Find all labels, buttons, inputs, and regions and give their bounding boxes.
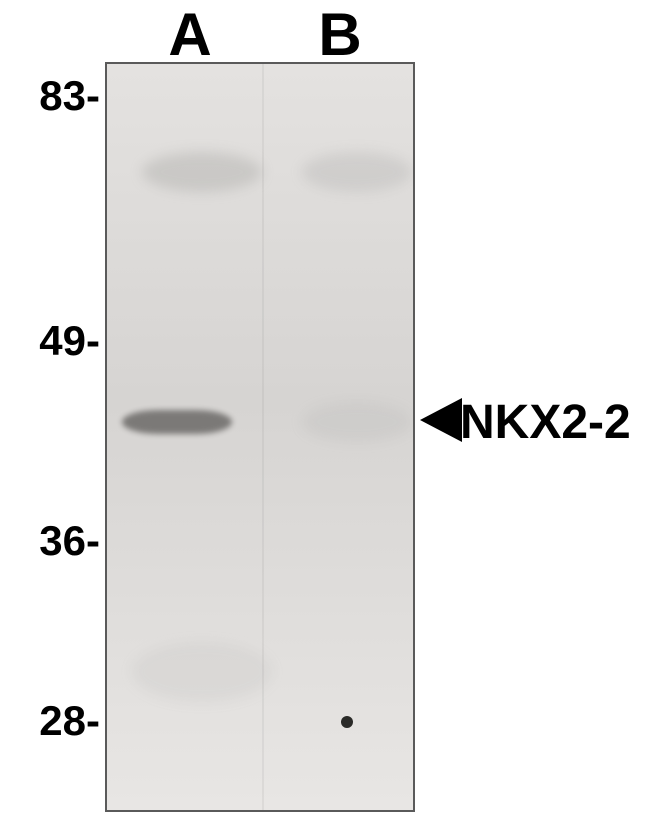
smudge-4	[132, 642, 272, 702]
lane-divider	[262, 64, 264, 810]
artifact-spot	[341, 716, 353, 728]
band-nkx2-2	[122, 410, 232, 434]
mw-marker-36: 36-	[0, 517, 100, 565]
lane-label-b: B	[310, 0, 370, 69]
figure-stage: A B 83- 49- 36- 28- NKX2-2	[0, 0, 650, 832]
smudge-1	[142, 152, 262, 192]
mw-marker-28: 28-	[0, 697, 100, 745]
target-arrow-icon	[420, 398, 462, 442]
mw-marker-83: 83-	[0, 72, 100, 120]
mw-marker-49: 49-	[0, 317, 100, 365]
smudge-3	[302, 402, 412, 442]
smudge-2	[302, 152, 412, 192]
lane-label-a: A	[160, 0, 220, 69]
target-label: NKX2-2	[460, 395, 631, 450]
western-blot-membrane	[105, 62, 415, 812]
